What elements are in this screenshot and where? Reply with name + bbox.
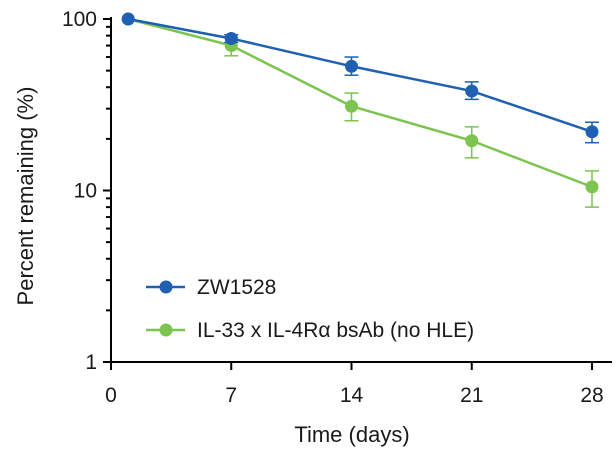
series-layer xyxy=(121,12,599,208)
data-point xyxy=(465,84,479,98)
y-ticks: 1 10 100 xyxy=(62,8,111,374)
x-tick-label: 7 xyxy=(225,384,237,407)
y-tick-label: 100 xyxy=(62,8,97,31)
legend: ZW1528 IL-33 x IL-4Rα bsAb (no HLE) xyxy=(146,276,474,342)
data-point xyxy=(465,134,479,148)
data-point xyxy=(345,99,358,113)
data-point xyxy=(585,125,599,139)
x-tick-label: 0 xyxy=(105,384,117,407)
series-0 xyxy=(121,12,599,144)
legend-label-bsab: IL-33 x IL-4Rα bsAb (no HLE) xyxy=(197,319,474,342)
data-point xyxy=(585,180,599,194)
data-point xyxy=(121,12,135,26)
x-axis-title: Time (days) xyxy=(294,422,409,447)
data-point xyxy=(224,31,238,45)
x-ticks: 0 7 14 21 28 xyxy=(105,362,604,407)
series-line xyxy=(127,17,593,189)
y-tick-label: 10 xyxy=(74,180,97,203)
series-1 xyxy=(121,12,599,208)
x-tick-label: 28 xyxy=(580,384,603,407)
legend-label-zw1528: ZW1528 xyxy=(197,276,276,299)
x-tick-label: 14 xyxy=(340,384,364,407)
y-tick-label: 1 xyxy=(85,351,97,374)
legend-marker-zw1528 xyxy=(159,280,173,294)
legend-item-zw1528: ZW1528 xyxy=(146,276,276,299)
legend-marker-bsab xyxy=(159,323,173,337)
x-tick-label: 21 xyxy=(460,384,483,407)
legend-item-bsab: IL-33 x IL-4Rα bsAb (no HLE) xyxy=(146,319,474,342)
data-point xyxy=(345,59,358,73)
y-axis-title: Percent remaining (%) xyxy=(13,87,38,306)
